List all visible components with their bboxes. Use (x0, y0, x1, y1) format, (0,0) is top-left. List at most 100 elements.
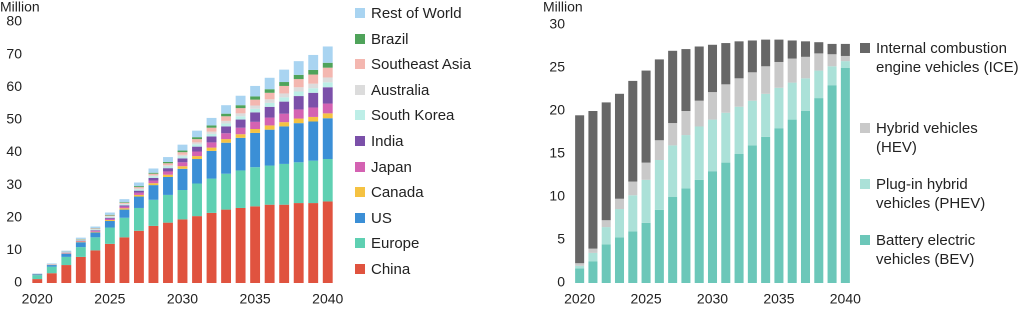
bar-segment (192, 159, 202, 184)
bar-segment (734, 106, 744, 154)
bar-segment (800, 111, 811, 283)
bar-segment (774, 87, 784, 129)
bar-segment (827, 43, 837, 55)
bar-segment (308, 92, 319, 108)
bar-segment (75, 241, 86, 243)
bar-segment (104, 243, 115, 283)
bar-segment (90, 232, 101, 238)
bar-segment (90, 237, 101, 251)
bar-segment (46, 263, 57, 265)
bar-segment (641, 222, 651, 283)
bar-segment (206, 212, 217, 283)
legend-swatch (355, 84, 365, 95)
bar-segment (206, 142, 217, 148)
bar-segment (221, 120, 232, 124)
x-tick-label: 2035 (763, 291, 794, 307)
x-tick-label: 2035 (240, 291, 271, 307)
bar-segment (119, 204, 130, 206)
bar-segment (293, 87, 304, 92)
bar-segment (206, 147, 217, 151)
bar-segment (308, 83, 319, 89)
legend-item: Japan (355, 158, 505, 177)
bar-segment (148, 225, 159, 283)
bar-segment (250, 112, 261, 122)
legend-label: Internal combustion engine vehicles (ICE… (876, 40, 1019, 76)
bar-segment (641, 179, 651, 223)
bar-segment (322, 87, 333, 104)
bar-segment (133, 192, 144, 195)
bar-segment (46, 273, 57, 283)
bar-segment (90, 230, 101, 231)
legend-swatch (860, 235, 870, 245)
bar-segment (322, 113, 333, 119)
bar-segment (308, 107, 319, 117)
legend-swatch (860, 179, 870, 189)
bar-segment (119, 202, 130, 203)
bar-segment (192, 216, 202, 283)
bar-segment (192, 146, 202, 152)
bar-segment (694, 126, 704, 180)
bar-segment (177, 154, 188, 157)
bar-segment (250, 129, 261, 133)
bar-segment (279, 93, 290, 98)
bar-segment (46, 265, 57, 267)
bar-segment (119, 217, 130, 238)
y-tick-label: 60 (6, 78, 22, 94)
bar-segment (133, 194, 144, 197)
bar-segment (206, 127, 217, 132)
bar-segment (75, 242, 86, 248)
bar-segment (148, 168, 159, 173)
legend-item: China (355, 260, 505, 279)
bar-segment (707, 92, 718, 120)
bar-segment (279, 101, 290, 114)
bar-segment (264, 204, 275, 283)
bar-segment (681, 111, 691, 136)
bar-segment (61, 265, 72, 283)
bar-segment (308, 203, 319, 283)
bar-segment (119, 205, 130, 207)
y-tick-label: 20 (549, 102, 565, 118)
legend-item: US (355, 209, 505, 228)
bar-segment (774, 39, 784, 62)
bar-segment (75, 247, 86, 257)
bar-segment (148, 185, 159, 200)
bar-segment (177, 144, 188, 151)
legend-label: Japan (371, 158, 412, 176)
bar-segment (279, 122, 290, 127)
bar-segment (75, 256, 86, 283)
bar-segment (119, 209, 130, 218)
bar-segment (264, 77, 275, 90)
bar-segment (221, 105, 232, 114)
bar-segment (761, 136, 771, 283)
bar-segment (575, 263, 585, 266)
legend-item: South Korea (355, 106, 505, 125)
bar-segment (235, 113, 246, 117)
legend-item: Southeast Asia (355, 55, 505, 74)
bar-segment (747, 145, 757, 283)
bar-segment (163, 194, 173, 223)
legend-swatch (355, 161, 365, 172)
bar-segment (601, 227, 611, 245)
bar-segment (148, 183, 159, 186)
bar-segment (601, 244, 611, 283)
bar-segment (628, 181, 638, 196)
bar-segment (163, 161, 173, 164)
legend-label: Europe (371, 235, 420, 253)
bar-segment (681, 135, 691, 189)
bar-segment (177, 166, 188, 169)
bar-segment (104, 218, 115, 221)
bar-segment (104, 215, 115, 217)
bar-segment (588, 261, 598, 283)
bar-segment (734, 41, 744, 79)
bar-segment (221, 113, 232, 117)
bar-segment (575, 268, 585, 283)
bar-segment (221, 116, 232, 121)
bar-segment (235, 119, 246, 128)
bar-segment (601, 102, 611, 221)
bar-segment (322, 103, 333, 114)
bar-segment (250, 96, 261, 100)
bar-segment (747, 40, 757, 73)
legend-label: Plug-in hybrid vehicles (PHEV) (876, 176, 986, 212)
bar-segment (322, 82, 333, 88)
bar-segment (264, 106, 275, 118)
